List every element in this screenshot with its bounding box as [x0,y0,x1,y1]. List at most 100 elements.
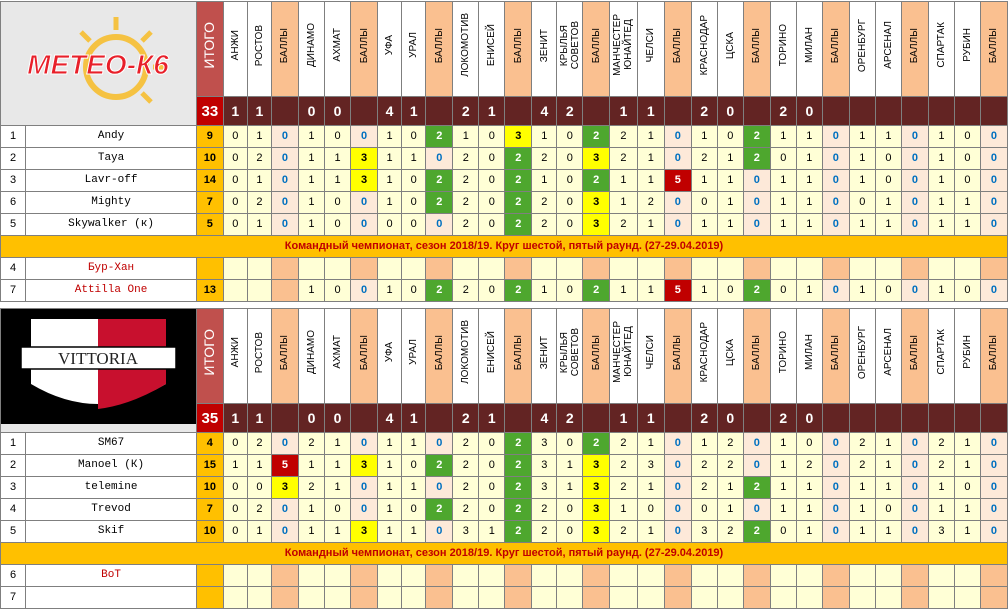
prediction-cell: 2 [609,213,638,236]
points-cell: 0 [663,498,692,521]
prediction-cell: 0 [401,169,427,192]
prediction-cell: 0 [401,125,427,148]
player-rank: 6 [0,191,27,214]
points-cell: 0 [350,213,378,236]
points-cell [900,257,929,280]
prediction-cell: 1 [376,432,403,455]
prediction-cell: 0 [323,191,352,214]
prediction-cell: 1 [927,498,955,521]
prediction-cell: 1 [401,432,427,455]
prediction-cell: 1 [848,147,876,170]
match-team-header: АРСЕНАЛ [874,0,902,98]
player-rank: 1 [0,432,27,455]
prediction-cell: 0 [401,213,427,236]
prediction-cell [927,257,955,280]
points-cell: 0 [900,432,929,455]
points-column-header: БАЛЛЫ [504,0,533,98]
prediction-cell: 2 [848,454,876,477]
prediction-cell: 1 [376,279,403,302]
points-cell: 2 [425,191,454,214]
prediction-cell: 0 [478,191,506,214]
prediction-cell: 2 [609,476,638,499]
match-team-header: АНЖИ [222,0,248,98]
points-cell [350,564,378,587]
prediction-cell: 2 [452,169,480,192]
match-result: 1 [222,403,248,433]
prediction-cell [636,564,665,587]
prediction-cell: 0 [222,191,248,214]
prediction-cell: 0 [222,147,248,170]
prediction-cell: 1 [556,454,584,477]
match-team-header: ЛОКОМОТИВ [452,0,480,98]
prediction-cell: 1 [556,476,584,499]
points-cell [425,564,454,587]
points-cell: 2 [742,476,771,499]
match-team-header: КРЫЛЬЯ СОВЕТОВ [556,0,584,98]
match-result [874,96,902,126]
prediction-cell [222,586,248,609]
prediction-cell: 0 [222,498,248,521]
points-spacer [582,96,611,126]
player-rank: 1 [0,125,27,148]
match-result: 2 [452,403,480,433]
prediction-cell: 1 [953,520,981,543]
player-row: 7 [0,586,1008,609]
prediction-cell: 2 [452,476,480,499]
match-result: 0 [795,403,823,433]
points-spacer [742,96,771,126]
prediction-cell [927,564,955,587]
prediction-cell: 0 [556,147,584,170]
points-cell: 0 [821,279,850,302]
prediction-cell: 2 [452,191,480,214]
points-cell: 2 [504,498,533,521]
player-name: Lavr-off [25,169,197,192]
points-cell: 2 [582,432,611,455]
prediction-cell [795,257,823,280]
match-team-header: ОРЕНБУРГ [848,0,876,98]
prediction-cell: 2 [690,454,718,477]
prediction-cell: 0 [556,125,584,148]
points-column-header: БАЛЛЫ [742,0,771,98]
player-row: 1 Andy 9 0 1 0 1 0 0 1 0 2 1 0 3 1 0 2 2 1 0 1 0 2 1 1 0 1 1 0 1 0 0 [0,125,1008,148]
player-total: 14 [196,169,224,192]
points-cell: 2 [582,279,611,302]
prediction-cell: 1 [297,169,325,192]
player-name: SM67 [25,432,197,455]
match-result [953,96,981,126]
points-cell [979,564,1008,587]
prediction-cell: 0 [690,498,718,521]
prediction-cell: 2 [609,147,638,170]
match-result: 0 [795,96,823,126]
player-name: telemine [25,476,197,499]
prediction-cell: 1 [323,520,352,543]
player-rank: 4 [0,257,27,280]
team-table: МЕТЕО-К6 ИТОГО АНЖИ РОСТОВ БАЛЛЫ ДИНАМО АХМАТ… [0,0,1008,302]
prediction-cell: 1 [716,213,744,236]
match-team-header: ЦСКА [716,307,744,405]
prediction-cell: 3 [531,454,558,477]
points-cell: 3 [582,191,611,214]
points-cell [582,564,611,587]
prediction-cell: 1 [769,169,797,192]
match-team-header: ОРЕНБУРГ [848,307,876,405]
prediction-cell: 0 [874,498,902,521]
prediction-cell: 1 [246,520,272,543]
prediction-cell: 1 [848,169,876,192]
match-result [953,403,981,433]
prediction-cell [222,564,248,587]
points-cell [350,586,378,609]
prediction-cell: 1 [795,147,823,170]
prediction-cell [246,279,272,302]
prediction-cell [246,564,272,587]
prediction-cell: 1 [716,169,744,192]
points-spacer [270,96,299,126]
prediction-cell: 0 [953,125,981,148]
prediction-cell: 0 [953,476,981,499]
prediction-cell: 0 [556,213,584,236]
points-cell: 0 [663,147,692,170]
prediction-cell: 3 [531,476,558,499]
points-cell: 0 [821,147,850,170]
prediction-cell: 2 [246,498,272,521]
points-cell: 0 [900,279,929,302]
player-row: 6 Mighty 7 0 2 0 1 0 0 1 0 2 2 0 2 2 0 3 1 2 0 0 1 0 1 1 0 0 1 0 1 1 0 [0,191,1008,214]
